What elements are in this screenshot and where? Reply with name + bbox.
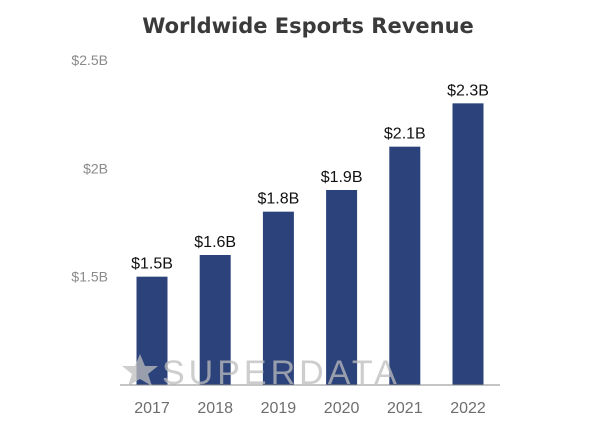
data-label: $2.3B	[447, 82, 489, 99]
chart-title: Worldwide Esports Revenue	[142, 14, 474, 38]
x-tick-label: 2017	[134, 400, 170, 417]
data-label: $1.9B	[321, 169, 363, 186]
star-icon	[122, 354, 158, 386]
bar-2018	[199, 255, 231, 385]
bar-2021	[389, 146, 421, 385]
watermark: SUPERDATA	[122, 354, 401, 392]
y-tick-label: $2B	[83, 160, 108, 176]
watermark-text: SUPERDATA	[162, 354, 401, 392]
y-tick-label: $2.5B	[71, 52, 108, 68]
x-tick-label: 2022	[450, 400, 486, 417]
data-label: $1.8B	[257, 191, 299, 208]
data-label: $2.1B	[384, 126, 426, 143]
data-label: $1.5B	[131, 256, 173, 273]
data-label: $1.6B	[194, 234, 236, 251]
x-tick-label: 2018	[197, 400, 233, 417]
bar-2020	[326, 190, 358, 385]
x-tick-label: 2020	[324, 400, 360, 417]
x-tick-label: 2019	[261, 400, 297, 417]
bar-2019	[262, 211, 294, 385]
y-tick-label: $1.5B	[71, 269, 108, 285]
bar-2022	[452, 103, 484, 385]
x-tick-label: 2021	[387, 400, 423, 417]
